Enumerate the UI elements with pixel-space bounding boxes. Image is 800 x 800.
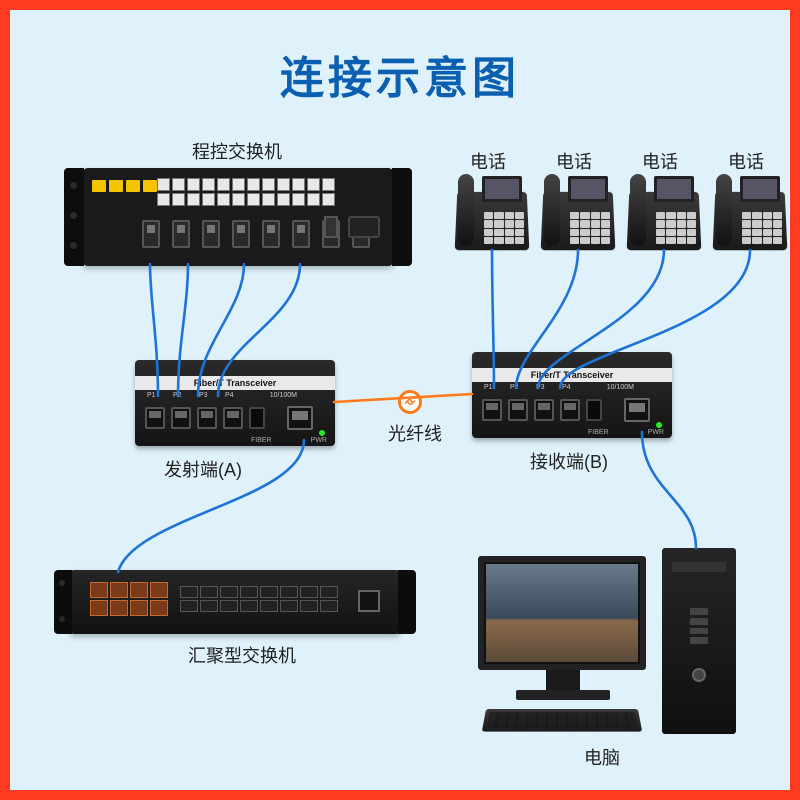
device-phone — [542, 172, 614, 250]
device-phone — [456, 172, 528, 250]
port-p2 — [171, 407, 191, 429]
label-txA: 发射端(A) — [164, 456, 242, 482]
label-pbx: 程控交换机 — [192, 138, 282, 164]
port-p1 — [482, 399, 502, 421]
agg-sfp-ports — [180, 586, 338, 612]
port-p1 — [145, 407, 165, 429]
label-agg: 汇聚型交换机 — [188, 642, 296, 668]
agg-uplink-port — [358, 590, 380, 612]
pc-monitor-base — [516, 690, 610, 700]
label-phone-3: 电话 — [642, 148, 678, 174]
port-p3 — [534, 399, 554, 421]
port-ethernet — [624, 398, 650, 422]
fiber-connector-icon — [398, 390, 422, 414]
pc-monitor — [478, 556, 646, 670]
device-phone — [628, 172, 700, 250]
led-pwr — [319, 430, 325, 436]
pbx-power-switch — [324, 216, 338, 238]
page-title: 连接示意图 — [0, 42, 800, 106]
transceiver-band: Fiber/T Transceiver — [135, 376, 335, 390]
label-phone-2: 电话 — [556, 148, 592, 174]
label-phone-1: 电话 — [470, 148, 506, 174]
agg-copper-ports — [90, 582, 168, 616]
pc-tower — [662, 548, 736, 734]
diagram-frame: 连接示意图 程控交换机 电话 电话 电话 电话 光纤线 发射端(A) 接收端(B… — [0, 0, 800, 800]
port-fiber — [249, 407, 265, 429]
device-transceiver-b: Fiber/T Transceiver P1 P2 P3 P4 10/100M … — [472, 352, 672, 438]
transceiver-band: Fiber/T Transceiver — [472, 368, 672, 382]
pbx-yellow-ports — [92, 180, 157, 192]
port-fiber — [586, 399, 602, 421]
device-aggregation-switch — [70, 570, 400, 634]
port-p3 — [197, 407, 217, 429]
port-p4 — [223, 407, 243, 429]
pc-keyboard — [482, 709, 642, 732]
label-pc: 电脑 — [584, 744, 620, 770]
label-fiber: 光纤线 — [388, 420, 442, 446]
port-p2 — [508, 399, 528, 421]
label-rxB: 接收端(B) — [530, 448, 608, 474]
device-transceiver-a: Fiber/T Transceiver P1 P2 P3 P4 10/100M … — [135, 360, 335, 446]
pbx-white-ports — [157, 178, 335, 206]
device-phone — [714, 172, 786, 250]
led-pwr — [656, 422, 662, 428]
label-phone-4: 电话 — [728, 148, 764, 174]
device-pbx — [82, 168, 394, 266]
pc-monitor-stand — [546, 670, 580, 692]
port-p4 — [560, 399, 580, 421]
pbx-power-inlet — [348, 216, 380, 238]
port-ethernet — [287, 406, 313, 430]
